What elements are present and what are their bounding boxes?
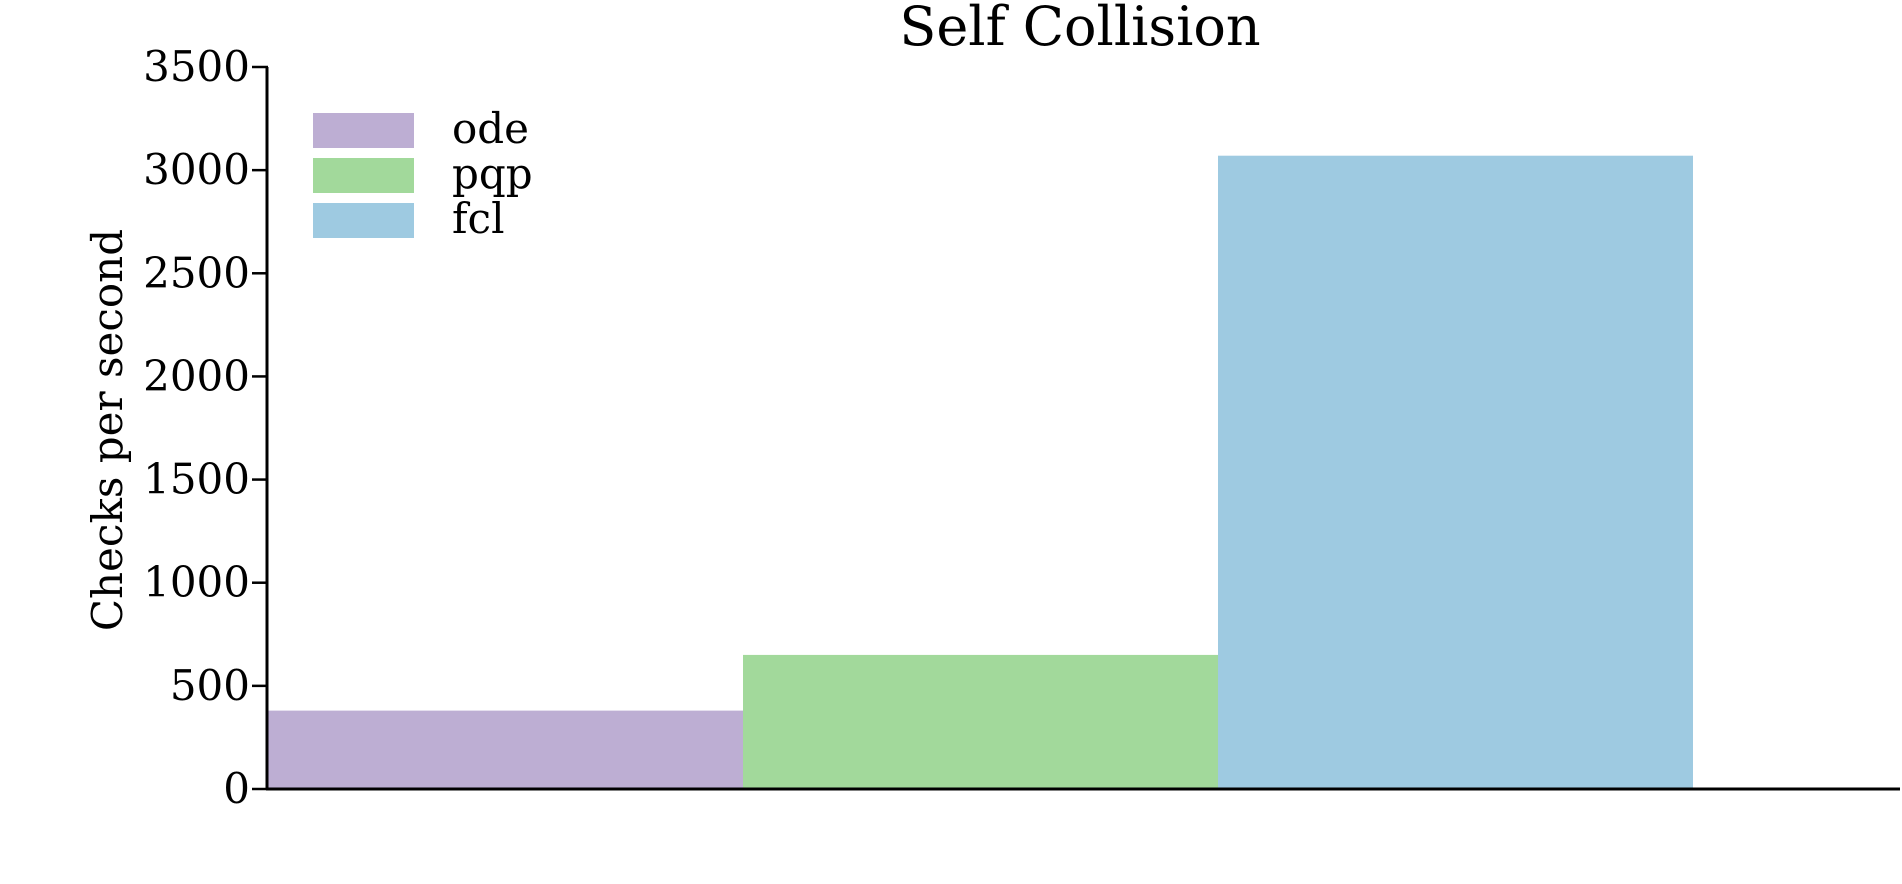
y-tick-label: 3500: [143, 42, 250, 91]
bar-fcl: [1218, 155, 1693, 789]
y-axis-label: Checks per second: [83, 229, 132, 631]
y-tick-label: 500: [170, 661, 250, 710]
chart-title: Self Collision: [899, 0, 1260, 58]
y-axis-ticks: 0 500 1000 1500 2000 2500 3000 3500: [143, 42, 268, 813]
bars-group: [268, 155, 1693, 789]
legend-label-ode: ode: [452, 104, 529, 153]
bar-pqp: [743, 654, 1218, 789]
legend-swatch-ode: [313, 113, 414, 148]
y-tick-label: 1500: [143, 455, 250, 504]
legend-swatch-fcl: [313, 203, 414, 238]
legend-label-fcl: fcl: [452, 194, 505, 243]
legend-swatch-pqp: [313, 158, 414, 193]
bar-ode: [268, 710, 743, 789]
y-tick-label: 2500: [143, 248, 250, 297]
y-tick-label: 2000: [143, 351, 250, 400]
y-tick-label: 1000: [143, 558, 250, 607]
y-tick-label: 0: [223, 764, 250, 813]
y-tick-label: 3000: [143, 145, 250, 194]
legend-label-pqp: pqp: [452, 149, 533, 198]
